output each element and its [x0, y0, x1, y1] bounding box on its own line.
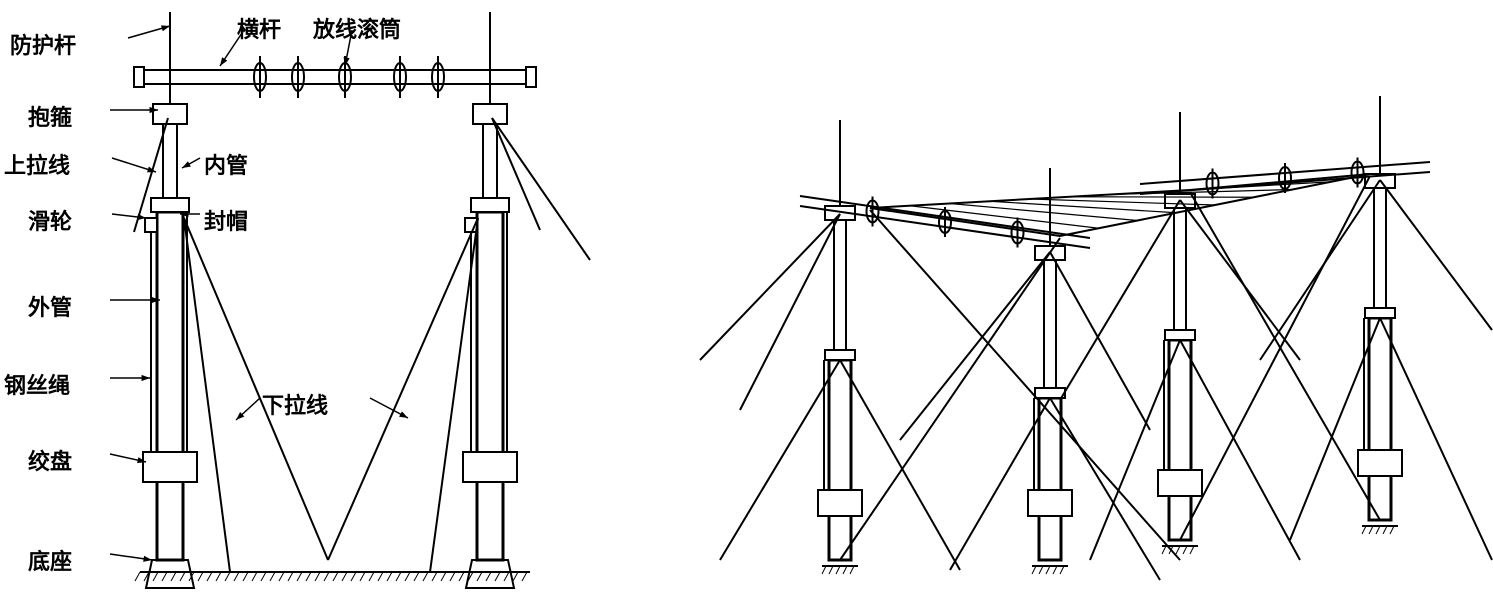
label-outer-tube: 外管	[28, 290, 72, 322]
label-guard-rod: 防护杆	[10, 28, 76, 60]
label-cross-bar: 横杆	[237, 12, 281, 44]
label-roller: 放线滚筒	[313, 12, 401, 44]
diagram-root: 防护杆 横杆 放线滚筒 抱箍 上拉线 内管 滑轮 封帽 外管 钢丝绳 下拉线 绞…	[0, 0, 1493, 606]
label-pulley: 滑轮	[28, 204, 72, 236]
label-cap: 封帽	[204, 204, 248, 236]
label-base: 底座	[28, 544, 72, 576]
label-lower-guy: 下拉线	[262, 388, 328, 420]
label-winch: 绞盘	[28, 444, 72, 476]
label-wire-rope: 钢丝绳	[4, 368, 70, 400]
label-inner-tube: 内管	[204, 148, 248, 180]
diagram-svg	[0, 0, 1493, 606]
label-upper-guy: 上拉线	[4, 148, 70, 180]
label-hoop: 抱箍	[28, 100, 72, 132]
